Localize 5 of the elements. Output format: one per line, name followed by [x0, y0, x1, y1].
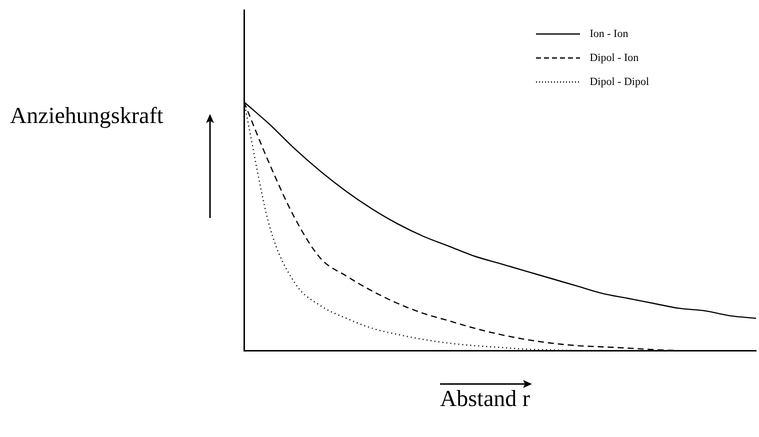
legend-label: Ion - Ion	[590, 27, 628, 42]
legend-label: Dipol - Ion	[590, 51, 639, 66]
x-axis-title: Abstand r	[440, 386, 530, 412]
y-axis-title: Anziehungskraft	[10, 103, 164, 129]
legend-label: Dipol - Dipol	[590, 75, 649, 90]
